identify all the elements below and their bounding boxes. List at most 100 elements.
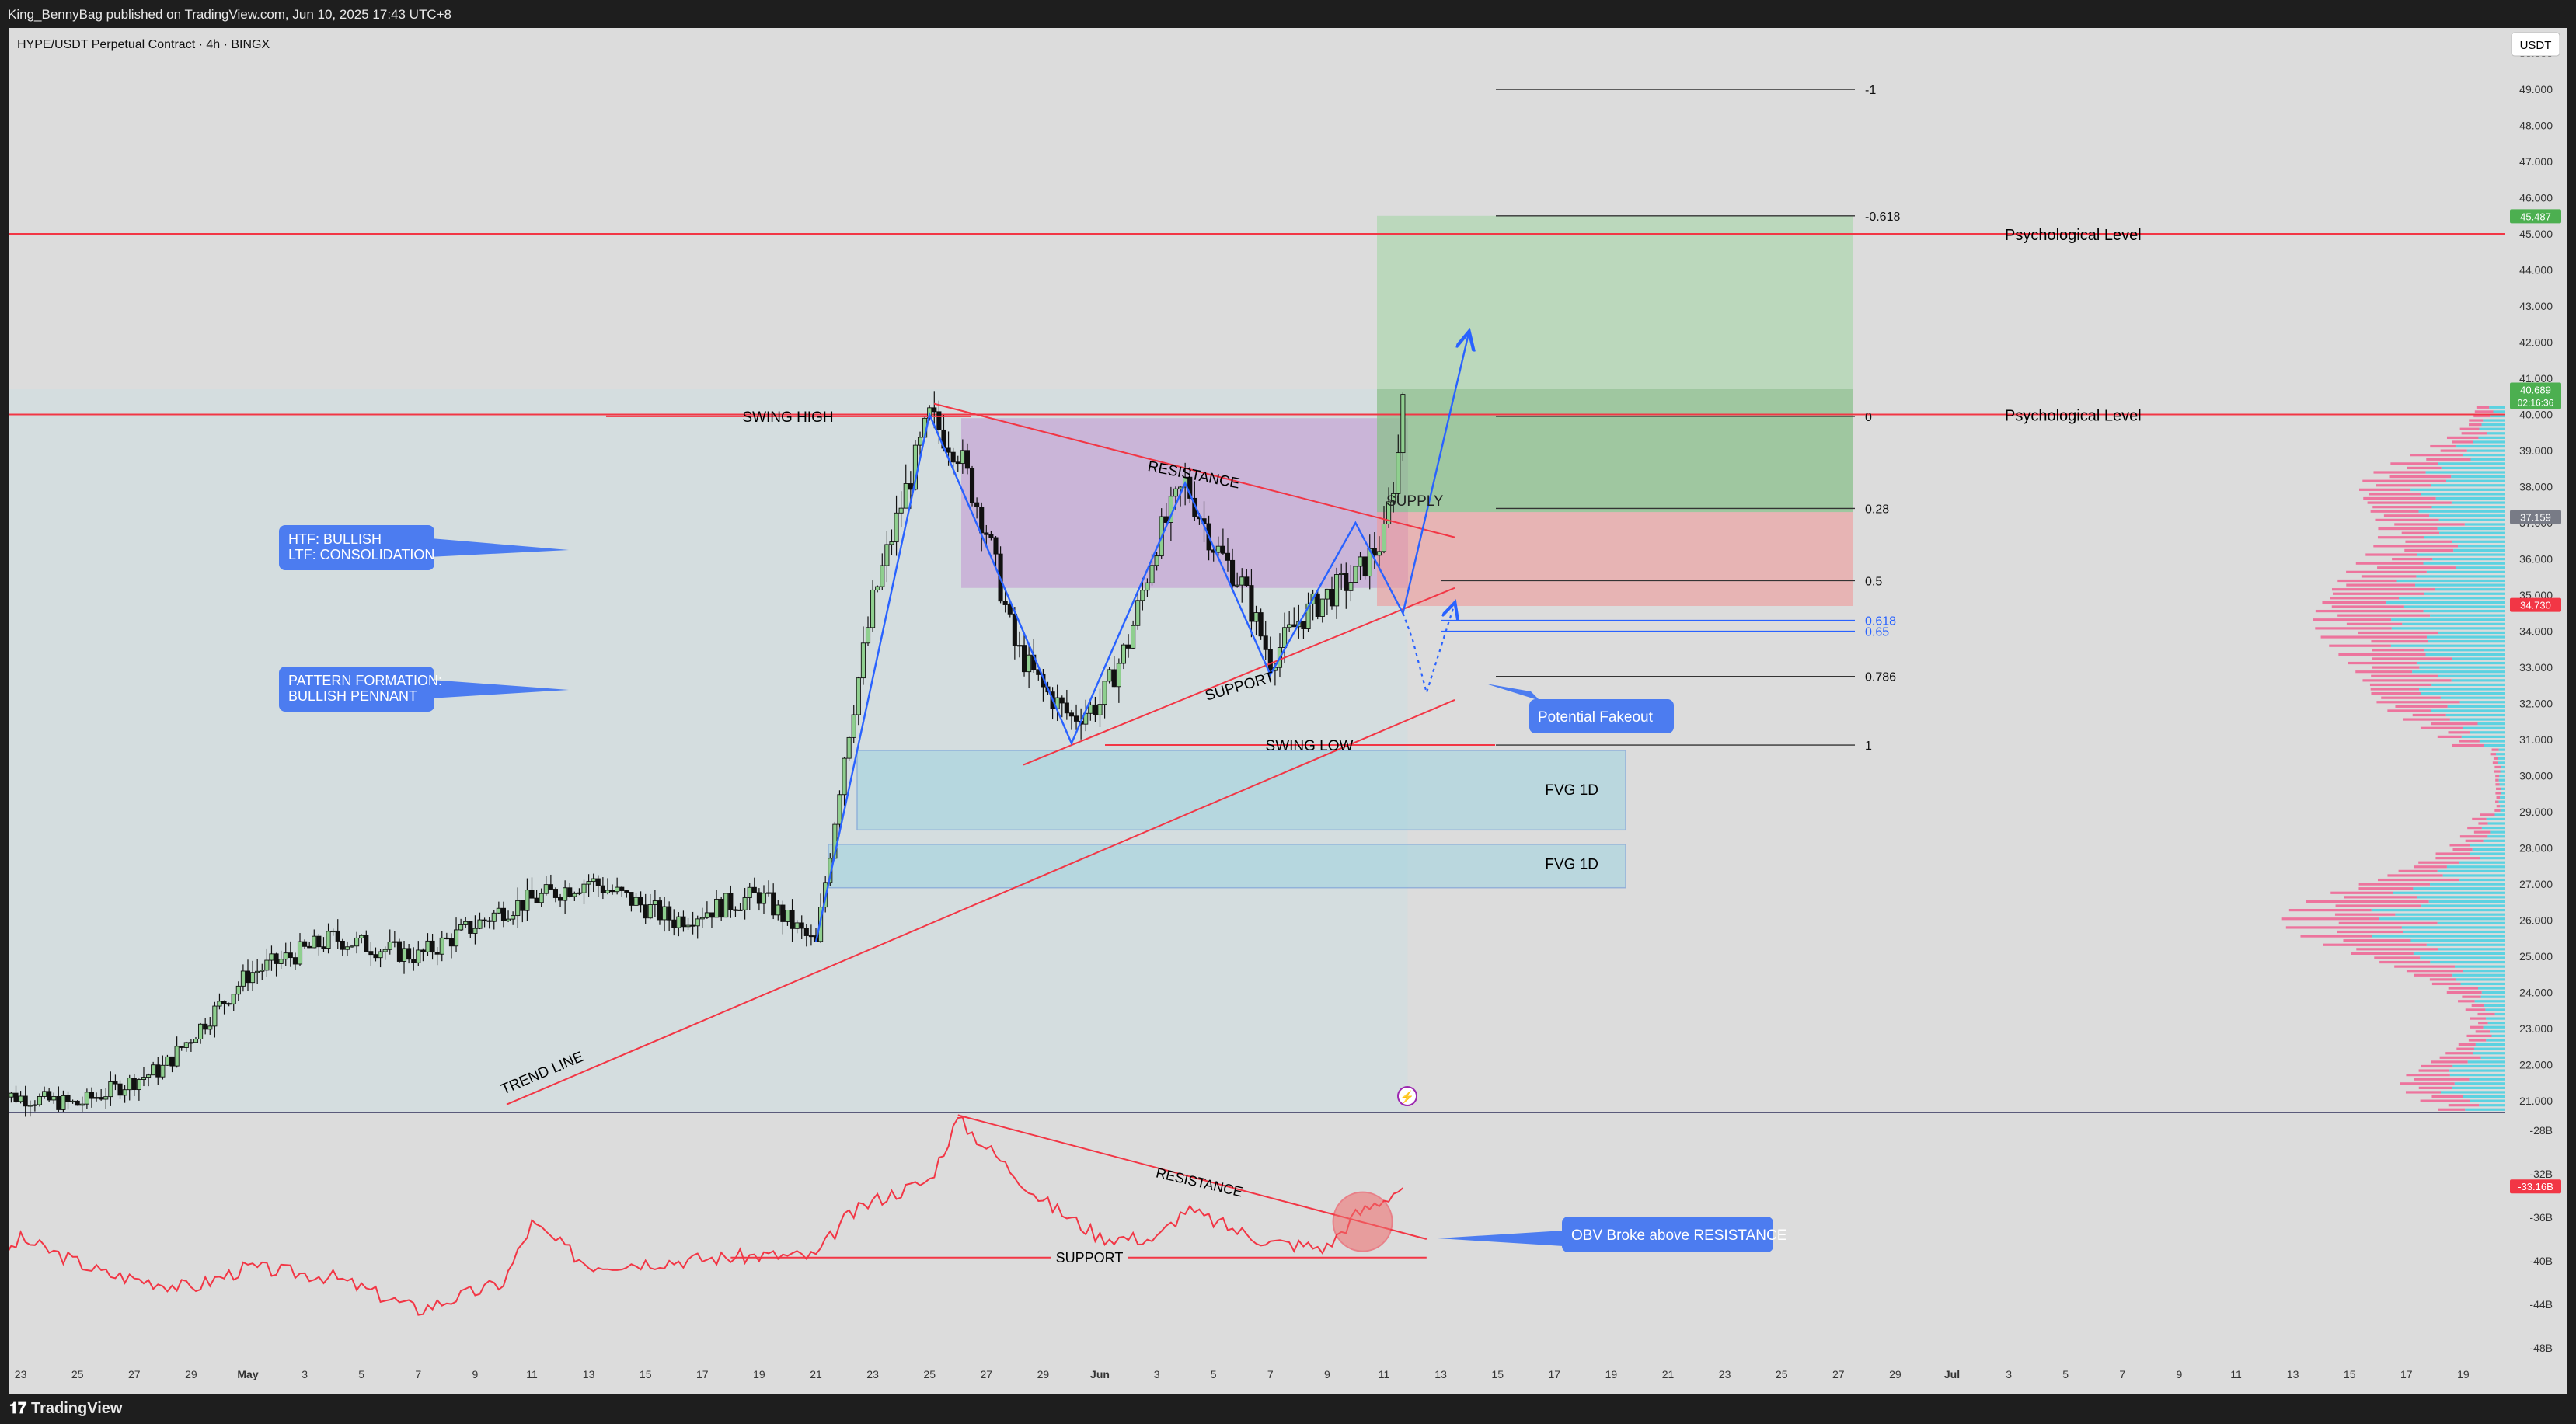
tradingview-brand[interactable]: 𝟏𝟕 TradingView — [9, 1400, 122, 1418]
price-badge-value: 34.730 — [2520, 600, 2551, 611]
target-zone — [1377, 215, 1853, 513]
candle-down — [979, 507, 985, 534]
vp-bar-down — [2389, 475, 2452, 479]
vp-bar-up — [2452, 540, 2505, 543]
y-tick-label: 45.000 — [2519, 228, 2553, 240]
currency-button-label[interactable]: USDT — [2520, 39, 2552, 52]
candle-up — [425, 940, 430, 952]
psychological-level-label: Psychological Level — [2005, 227, 2142, 244]
callout-text: PATTERN FORMATION: — [288, 673, 442, 688]
vp-bar-up — [2456, 978, 2505, 981]
y-tick-label: 26.000 — [2519, 914, 2553, 927]
vp-bar-down — [2459, 740, 2480, 743]
candle-down — [558, 897, 563, 901]
x-tick-label: 11 — [1379, 1368, 1390, 1380]
vp-bar-down — [2329, 644, 2391, 647]
vp-bar-down — [2431, 1095, 2463, 1098]
candle-up — [463, 921, 469, 925]
candle-up — [387, 941, 392, 950]
vp-bar-down — [2343, 939, 2411, 942]
vp-bar-down — [2495, 792, 2501, 795]
x-tick-label: 5 — [358, 1368, 364, 1380]
candle-up — [231, 994, 236, 1004]
vp-bar-down — [2401, 531, 2440, 534]
vp-bar-up — [2431, 506, 2505, 509]
candle-down — [629, 892, 634, 906]
vp-bar-down — [2323, 943, 2427, 946]
candle-down — [552, 889, 559, 898]
candle-down — [1111, 669, 1117, 688]
vp-bar-down — [2448, 987, 2478, 990]
x-tick-label: 19 — [753, 1368, 765, 1380]
vp-bar-up — [2479, 740, 2505, 743]
callout-obv[interactable]: OBV Broke above RESISTANCE — [1438, 1217, 1786, 1252]
candle-down — [396, 941, 402, 962]
vp-bar-up — [2371, 908, 2505, 912]
price-badge — [2510, 510, 2561, 524]
candle-down — [411, 959, 417, 963]
vp-bar-down — [2372, 657, 2452, 660]
vp-bar-down — [2472, 817, 2487, 821]
vp-bar-down — [2351, 952, 2414, 955]
candle-down — [567, 887, 573, 897]
vp-bar-down — [2405, 540, 2452, 543]
price-badge — [2510, 597, 2561, 612]
vp-bar-up — [2437, 527, 2505, 531]
candle-up — [563, 887, 568, 901]
currency-button[interactable] — [2511, 32, 2560, 57]
vp-bar-up — [2498, 761, 2505, 764]
vp-bar-down — [2418, 1069, 2450, 1072]
candle-up — [354, 937, 360, 947]
vp-bar-up — [2395, 913, 2505, 916]
callout-pointer — [1438, 1231, 1563, 1246]
vp-bar-down — [2446, 991, 2482, 994]
vp-bar-down — [2306, 900, 2429, 903]
candle-down — [47, 1091, 52, 1101]
vp-bar-down — [2435, 857, 2480, 860]
candle-down — [955, 461, 960, 465]
candle-down — [728, 893, 734, 910]
callout-fakeout[interactable]: Potential Fakeout — [1486, 684, 1674, 733]
vp-bar-down — [2495, 775, 2500, 778]
fvg-label: FVG 1D — [1545, 782, 1598, 799]
vp-bar-up — [2428, 900, 2505, 903]
candle-up — [1334, 574, 1340, 607]
resistance-line — [933, 402, 1455, 538]
vp-bar-down — [2330, 891, 2393, 894]
candle-up — [18, 1095, 23, 1102]
candle-up — [851, 714, 856, 738]
candle-down — [373, 954, 378, 959]
candle-up — [174, 1046, 180, 1067]
obv-tick-label: -48B — [2529, 1342, 2553, 1354]
candle-down — [321, 946, 326, 949]
candle-up — [723, 893, 729, 918]
candle-down — [468, 921, 473, 934]
vp-bar-down — [2337, 579, 2397, 583]
chart-area[interactable]: RESISTANCE SUPPORT OBV Broke above RESISTA… — [9, 28, 2567, 1394]
vp-bar-up — [2490, 414, 2505, 418]
callout-pointer — [434, 538, 569, 557]
candle-up — [1140, 590, 1145, 601]
swing-high-label: SWING HIGH — [742, 409, 833, 426]
vp-bar-down — [2315, 627, 2392, 630]
vp-bar-up — [2490, 1030, 2505, 1033]
callout-pattern[interactable]: PATTERN FORMATION:BULLISH PENNANT — [279, 667, 569, 712]
vp-bar-down — [2448, 1104, 2480, 1107]
lightning-icon[interactable] — [1397, 1086, 1417, 1106]
vp-bar-down — [2471, 1004, 2485, 1007]
fib-level-label: 0.618 — [1865, 615, 1896, 628]
vp-bar-up — [2475, 1043, 2505, 1046]
x-tick-label: 9 — [1324, 1368, 1330, 1380]
candle-down — [1012, 613, 1017, 646]
candle-up — [884, 544, 890, 566]
vp-bar-down — [2476, 406, 2490, 409]
vp-bar-up — [2481, 423, 2505, 427]
candle-up — [662, 906, 668, 921]
candle-up — [1121, 644, 1127, 664]
candle-up — [136, 1079, 141, 1091]
vp-bar-down — [2387, 874, 2443, 877]
x-tick-label: 29 — [1037, 1368, 1050, 1380]
vp-bar-down — [2315, 609, 2424, 613]
